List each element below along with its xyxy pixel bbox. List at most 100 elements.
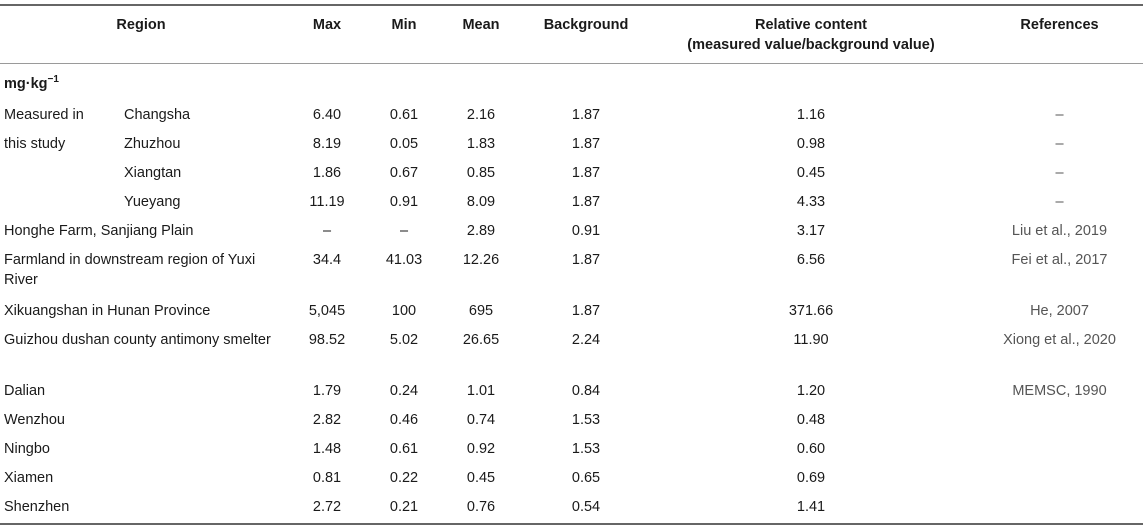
cell-max: 8.19 <box>312 136 342 152</box>
cell-mean: 12.26 <box>462 252 500 268</box>
table-row: Guizhou dushan county antimony smelter 98… <box>0 327 1143 378</box>
cell-background: 1.87 <box>571 107 601 123</box>
cell-reference: Fei et al., 2017 <box>1011 252 1108 268</box>
cell-background: 0.91 <box>571 223 601 239</box>
cell-min: 0.05 <box>389 136 419 152</box>
cell-relative-content: 0.48 <box>796 412 826 428</box>
cell-region: Measured in <box>4 107 84 123</box>
cell-relative-content: 6.56 <box>796 252 826 268</box>
cell-region: Shenzhen <box>4 499 70 515</box>
cell-min: 41.03 <box>385 252 423 268</box>
cell-reference <box>976 436 1143 465</box>
header-relative-content: Relative content (measured value/backgro… <box>646 5 976 64</box>
cell-mean: 2.89 <box>466 223 496 239</box>
cell-reference <box>976 407 1143 436</box>
cell-region <box>0 160 116 189</box>
table-row: Farmland in downstream region of Yuxi Ri… <box>0 247 1143 298</box>
table-body: mg·kg−1 Measured in Changsha 6.40 0.61 2.16 1… <box>0 64 1143 524</box>
table-row: Honghe Farm, Sanjiang Plain – – 2.89 0.91 3.1… <box>0 218 1143 247</box>
table-row: Xiangtan 1.86 0.67 0.85 1.87 0.45 – <box>0 160 1143 189</box>
cell-subregion: Yueyang <box>124 194 181 210</box>
cell-relative-content: 0.98 <box>796 136 826 152</box>
cell-relative-content: 1.20 <box>796 383 826 399</box>
cell-reference <box>976 465 1143 494</box>
units-row: mg·kg−1 <box>0 64 1143 103</box>
table-header: Region Max Min Mean Background Relative … <box>0 5 1143 64</box>
cell-relative-content: 0.45 <box>796 165 826 181</box>
cell-min: 0.91 <box>389 194 419 210</box>
cell-min: 5.02 <box>389 332 419 348</box>
header-mean: Mean <box>462 17 500 33</box>
table-row: Dalian 1.79 0.24 1.01 0.84 1.20 MEMSC, 1990 <box>0 378 1143 407</box>
cell-mean: 1.01 <box>466 383 496 399</box>
cell-min: 0.61 <box>389 441 419 457</box>
cell-background: 1.53 <box>571 441 601 457</box>
cell-min: – <box>399 223 409 239</box>
table-row: Yueyang 11.19 0.91 8.09 1.87 4.33 – <box>0 189 1143 218</box>
cell-relative-content: 11.90 <box>793 332 829 348</box>
header-references: References <box>1020 17 1099 33</box>
cell-relative-content: 0.69 <box>796 470 826 486</box>
cell-mean: 8.09 <box>466 194 496 210</box>
cell-relative-content: 1.41 <box>796 499 826 515</box>
cell-relative-content: 4.33 <box>796 194 826 210</box>
cell-max: 1.86 <box>312 165 342 181</box>
cell-region: Ningbo <box>4 441 50 457</box>
cell-min: 0.22 <box>389 470 419 486</box>
cell-relative-content: 0.60 <box>796 441 826 457</box>
cell-region: Dalian <box>4 383 46 399</box>
cell-background: 0.84 <box>571 383 601 399</box>
header-max: Max <box>312 17 342 33</box>
table-row: Ningbo 1.48 0.61 0.92 1.53 0.60 <box>0 436 1143 465</box>
cell-background: 1.87 <box>571 194 601 210</box>
cell-subregion: Changsha <box>124 107 191 123</box>
header-background: Background <box>543 17 629 33</box>
cell-max: 98.52 <box>308 332 346 348</box>
cell-max: 2.72 <box>312 499 342 515</box>
cell-reference: – <box>1055 107 1064 123</box>
cell-region: Guizhou dushan county antimony smelter <box>4 332 271 348</box>
table-row: this study Zhuzhou 8.19 0.05 1.83 1.87 0.98 – <box>0 131 1143 160</box>
cell-mean: 0.76 <box>466 499 496 515</box>
cell-relative-content: 3.17 <box>796 223 826 239</box>
cell-mean: 0.45 <box>466 470 496 486</box>
cell-region: Xiamen <box>4 470 54 486</box>
cell-max: 11.19 <box>309 194 345 210</box>
cell-max: – <box>322 223 332 239</box>
cell-background: 1.87 <box>571 303 601 319</box>
cell-relative-content: 1.16 <box>796 107 826 123</box>
cell-background: 1.87 <box>571 252 601 268</box>
units-label: mg·kg−1 <box>0 64 1143 103</box>
cell-min: 100 <box>391 303 417 319</box>
cell-reference: MEMSC, 1990 <box>1012 383 1107 399</box>
cell-reference <box>976 494 1143 524</box>
cell-mean: 695 <box>468 303 494 319</box>
cell-max: 5,045 <box>308 303 346 319</box>
cell-mean: 0.85 <box>466 165 496 181</box>
cell-region: Xikuangshan in Hunan Province <box>4 303 211 319</box>
cell-reference: – <box>1055 136 1064 152</box>
table-row: Wenzhou 2.82 0.46 0.74 1.53 0.48 <box>0 407 1143 436</box>
cell-subregion: Xiangtan <box>124 165 182 181</box>
cell-reference: – <box>1055 165 1064 181</box>
cell-background: 0.54 <box>571 499 601 515</box>
cell-max: 2.82 <box>312 412 342 428</box>
cell-reference: Xiong et al., 2020 <box>1003 332 1116 348</box>
table-container: Region Max Min Mean Background Relative … <box>0 4 1143 524</box>
header-relative-line1: Relative content <box>755 17 867 33</box>
units-base: mg·kg <box>4 76 48 92</box>
cell-background: 0.65 <box>571 470 601 486</box>
cell-max: 6.40 <box>312 107 342 123</box>
cell-min: 0.24 <box>389 383 419 399</box>
table-row: Xikuangshan in Hunan Province 5,045 100 695… <box>0 298 1143 327</box>
cell-background: 1.87 <box>571 136 601 152</box>
data-table: Region Max Min Mean Background Relative … <box>0 4 1143 525</box>
header-row: Region Max Min Mean Background Relative … <box>0 5 1143 64</box>
cell-min: 0.21 <box>389 499 419 515</box>
cell-mean: 2.16 <box>466 107 496 123</box>
cell-background: 1.53 <box>571 412 601 428</box>
header-region: Region <box>116 17 166 33</box>
cell-max: 0.81 <box>312 470 342 486</box>
cell-subregion: Zhuzhou <box>124 136 181 152</box>
cell-mean: 0.92 <box>466 441 496 457</box>
